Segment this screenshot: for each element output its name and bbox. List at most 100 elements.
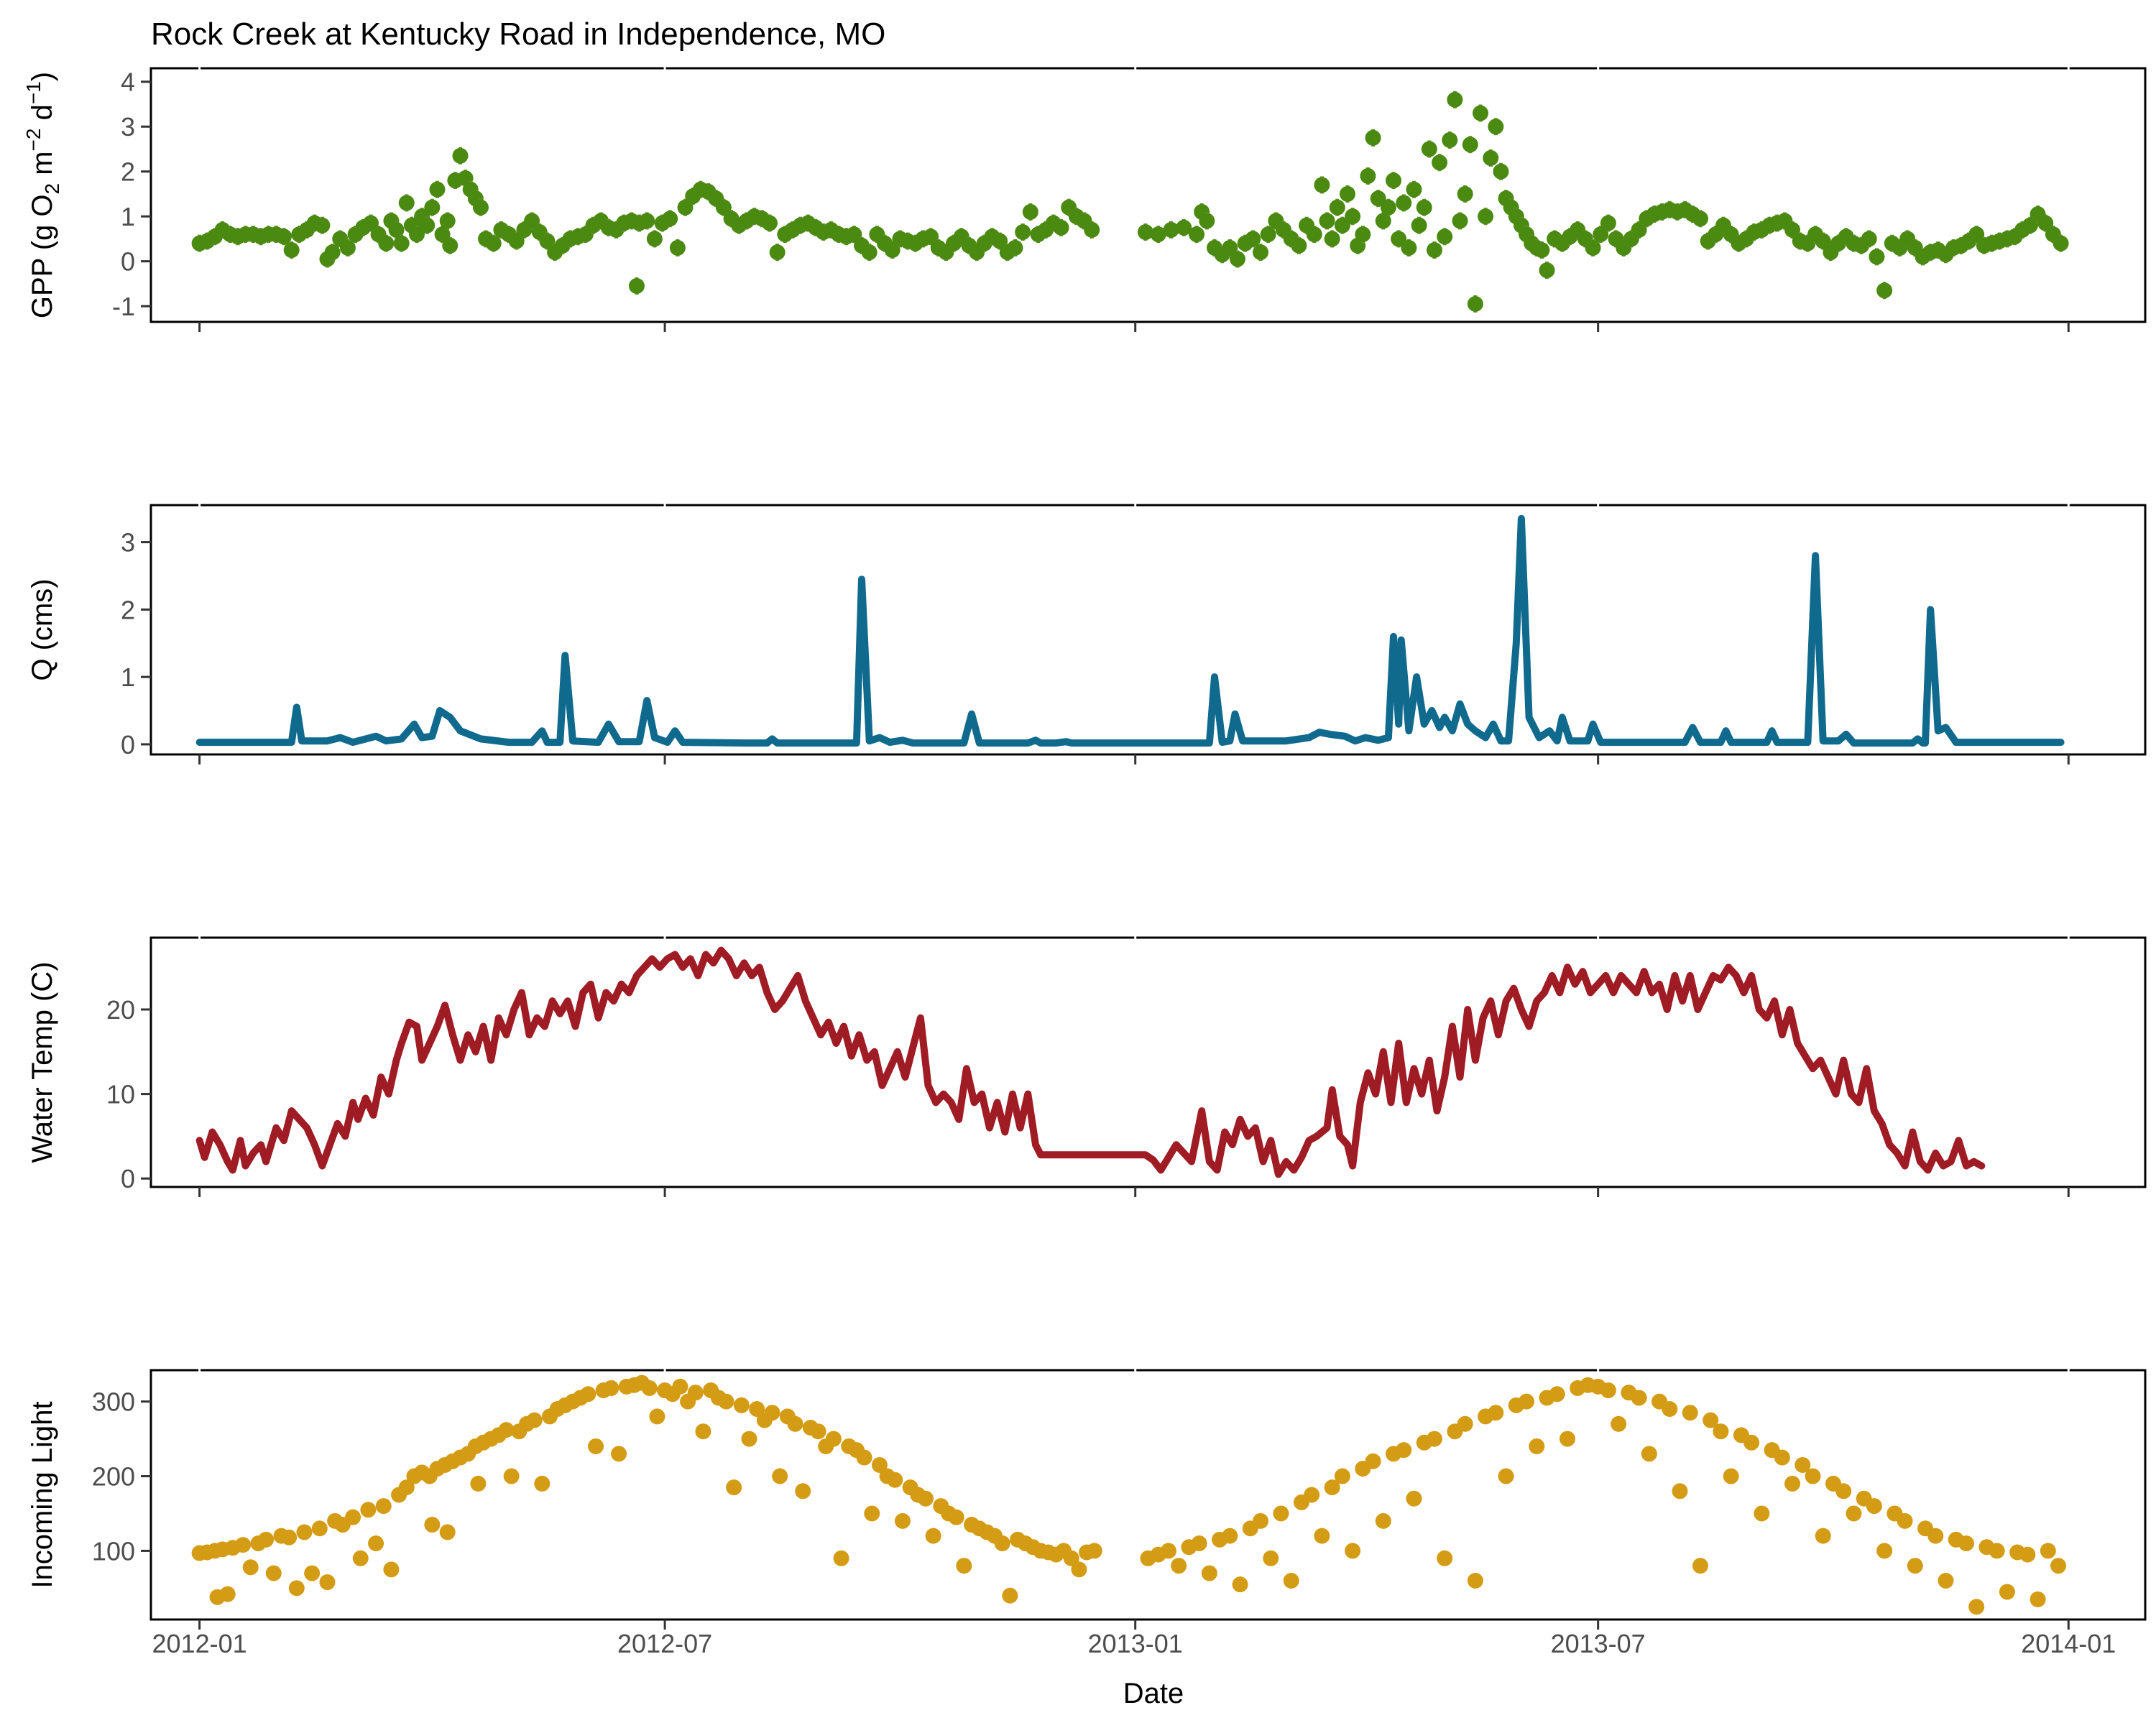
light-point xyxy=(2019,1546,2036,1563)
y-tick-label-temp: 10 xyxy=(106,1080,135,1109)
panel-gpp: -1 0 1 2 3 4 GPP (g O2 m−2 d−1) xyxy=(22,67,2147,332)
light-point xyxy=(235,1537,252,1553)
light-point xyxy=(718,1393,734,1410)
y-tick-label-q: 2 xyxy=(121,595,135,624)
light-point xyxy=(1457,1415,1473,1432)
gpp-point xyxy=(1084,221,1100,238)
gpp-point xyxy=(1396,195,1412,211)
light-point xyxy=(296,1524,313,1540)
y-tick-label-q: 3 xyxy=(121,528,135,558)
gpp-point xyxy=(276,228,292,245)
light-point xyxy=(1304,1487,1320,1503)
panel-discharge: 0 1 2 3 Q (cms) xyxy=(27,504,2147,764)
light-point xyxy=(726,1479,742,1496)
gpp-point xyxy=(393,235,410,251)
light-point xyxy=(833,1550,849,1566)
gpp-point xyxy=(769,244,786,261)
gpp-point xyxy=(409,226,425,243)
gpp-point xyxy=(424,199,441,216)
light-point xyxy=(1426,1431,1442,1447)
gpp-point xyxy=(1411,217,1427,234)
gpp-point xyxy=(398,195,415,211)
gpp-point xyxy=(508,233,525,249)
gpp-point xyxy=(378,235,395,251)
gpp-point xyxy=(646,231,663,247)
gpp-point xyxy=(1462,137,1478,153)
light-point xyxy=(764,1405,780,1421)
light-point xyxy=(772,1468,788,1484)
gpp-point xyxy=(1493,163,1509,180)
incoming-light-y-axis-title: Incoming Light xyxy=(27,1401,58,1588)
light-point xyxy=(424,1517,441,1533)
y-tick-label-q: 1 xyxy=(121,662,135,692)
light-point xyxy=(360,1502,377,1518)
light-point xyxy=(319,1574,336,1591)
gpp-point xyxy=(1022,203,1038,220)
light-point xyxy=(1063,1550,1079,1566)
gpp-point xyxy=(1401,239,1417,256)
light-point xyxy=(1600,1382,1616,1399)
light-point xyxy=(1774,1449,1790,1466)
gpp-point xyxy=(1815,233,1831,249)
gpp-point xyxy=(1245,231,1261,247)
light-point xyxy=(611,1446,627,1462)
light-point xyxy=(1866,1498,1882,1515)
gpp-point xyxy=(314,217,331,234)
water-temp-y-axis-title: Water Temp (C) xyxy=(27,961,58,1163)
x-tick-label: 2013-01 xyxy=(1088,1629,1183,1658)
gpp-point xyxy=(1365,129,1381,146)
gpp-point xyxy=(1230,251,1246,267)
incoming-light-plot-frame xyxy=(149,1369,2147,1621)
light-point xyxy=(1071,1561,1087,1578)
y-tick-label-light: 200 xyxy=(92,1462,135,1492)
light-point xyxy=(603,1380,619,1396)
gpp-point xyxy=(1416,199,1432,216)
light-point xyxy=(375,1498,392,1515)
x-tick-label: 2012-01 xyxy=(152,1629,247,1658)
light-point xyxy=(641,1380,658,1396)
light-point xyxy=(2050,1558,2067,1574)
light-point xyxy=(917,1490,934,1507)
light-point xyxy=(825,1431,842,1447)
light-point xyxy=(887,1471,903,1488)
gpp-y-axis-title: GPP (g O2 m−2 d−1) xyxy=(22,72,63,318)
gpp-point xyxy=(1053,219,1069,236)
light-point xyxy=(1989,1543,2005,1559)
gpp-point xyxy=(1534,242,1550,259)
water-temp-x-axis xyxy=(198,936,2070,1197)
gpp-point xyxy=(1861,231,1877,247)
gpp-point xyxy=(1370,190,1386,207)
light-point xyxy=(1488,1405,1504,1421)
light-point xyxy=(956,1558,972,1574)
gpp-point xyxy=(1380,199,1396,216)
y-tick-label-gpp: 1 xyxy=(121,202,135,231)
light-point xyxy=(787,1415,803,1432)
light-point xyxy=(1907,1558,1923,1574)
light-point xyxy=(1784,1475,1801,1492)
light-point xyxy=(810,1423,826,1440)
water-temp-series xyxy=(195,946,1986,1178)
light-point xyxy=(1365,1453,1381,1469)
light-point xyxy=(1682,1405,1698,1421)
gpp-point xyxy=(1539,262,1555,279)
incoming-light-y-axis: 100 200 300 xyxy=(92,1387,151,1566)
light-point xyxy=(1559,1431,1575,1447)
x-tick-label: 2013-07 xyxy=(1551,1629,1646,1658)
gpp-point xyxy=(923,228,939,245)
light-point xyxy=(1232,1576,1248,1593)
y-tick-label-gpp: -1 xyxy=(112,292,135,321)
y-tick-label-q: 0 xyxy=(121,730,135,759)
light-point xyxy=(1641,1446,1657,1462)
light-point xyxy=(1437,1550,1453,1566)
gpp-point xyxy=(524,213,540,229)
gpp-point xyxy=(1176,219,1192,236)
incoming-light-x-axis: 2012-01 2012-07 2013-01 2013-07 2014-01 xyxy=(152,1369,2116,1658)
light-point xyxy=(1672,1483,1688,1500)
light-point xyxy=(695,1423,711,1440)
y-tick-label-temp: 20 xyxy=(106,995,135,1025)
gpp-point xyxy=(1406,181,1422,198)
light-point xyxy=(1406,1490,1422,1507)
gpp-point xyxy=(1437,228,1453,245)
gpp-point xyxy=(2053,235,2069,251)
